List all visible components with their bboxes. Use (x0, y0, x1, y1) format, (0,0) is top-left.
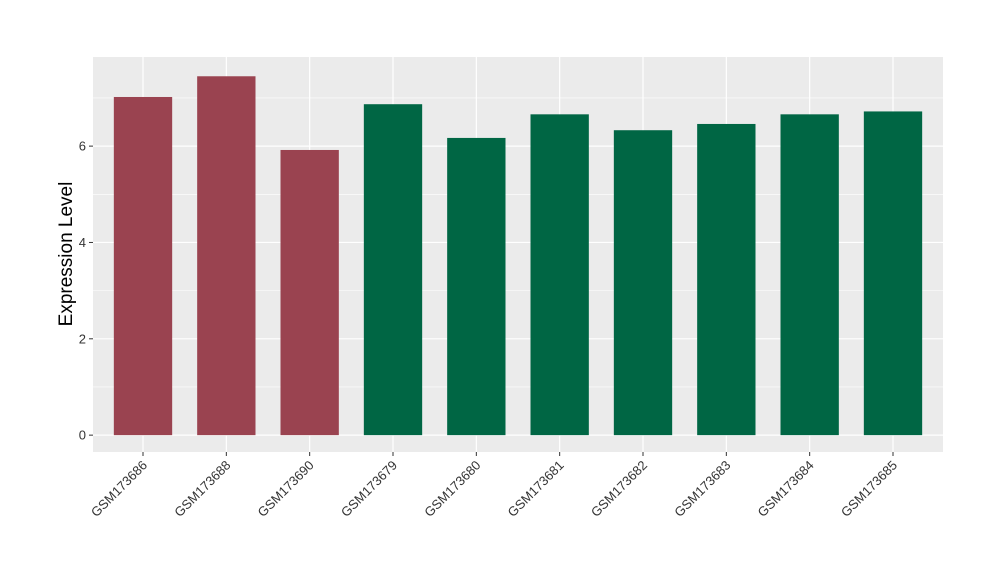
x-tick-label: GSM173684 (755, 458, 817, 520)
x-axis-ticks: GSM173686 GSM173688 GSM173690 GSM173679 GSM1… (88, 452, 900, 520)
bar-GSM173686 (113, 96, 173, 436)
x-tick-label: GSM173682 (588, 458, 650, 520)
bars (113, 76, 923, 436)
y-tick-label: 0 (79, 428, 86, 443)
bar-GSM173685 (863, 111, 923, 436)
y-tick-label: 6 (79, 139, 86, 154)
bar-GSM173680 (447, 137, 506, 436)
y-axis-title: Expression Level (56, 182, 77, 327)
bar-GSM173688 (197, 76, 256, 436)
bar-GSM173684 (780, 114, 839, 436)
x-tick-label: GSM173683 (671, 458, 733, 520)
x-tick-label: GSM173686 (88, 458, 150, 520)
x-tick-label: GSM173688 (171, 458, 233, 520)
x-tick-label: GSM173679 (338, 458, 400, 520)
bar-GSM173682 (613, 130, 673, 436)
y-tick-label: 4 (79, 235, 86, 250)
x-tick-label: GSM173680 (421, 458, 483, 520)
x-tick-label: GSM173681 (505, 458, 567, 520)
bar-GSM173690 (280, 149, 339, 436)
x-tick-label: GSM173685 (838, 458, 900, 520)
y-tick-label: 2 (79, 331, 86, 346)
x-tick-label: GSM173690 (255, 458, 317, 520)
bar-GSM173681 (530, 114, 589, 436)
y-axis-ticks: 0 2 4 6 (79, 139, 93, 443)
bar-GSM173683 (697, 123, 756, 436)
bar-GSM173679 (363, 104, 423, 436)
